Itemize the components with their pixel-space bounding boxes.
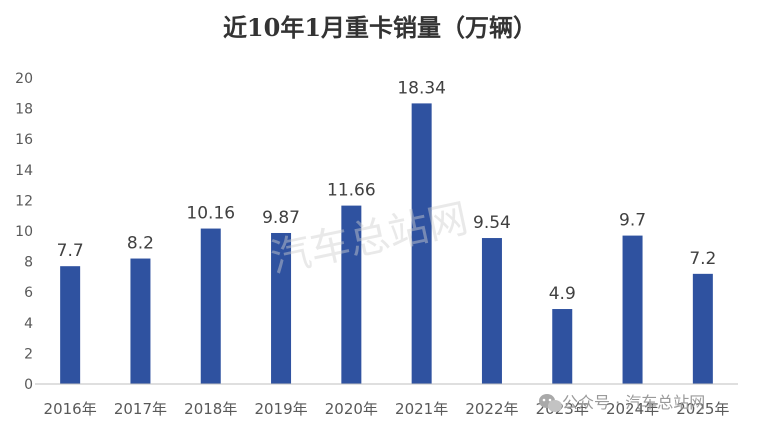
y-tick-label: 10 — [15, 224, 33, 240]
bar — [622, 235, 643, 384]
wechat-account-label: 公众号 · 汽车总站网 — [562, 393, 705, 412]
bar — [130, 258, 151, 384]
data-label: 8.2 — [127, 234, 154, 254]
x-axis-ticks: 2016年 2017年 2018年 2019年 2020年 2021年 2022年 2023年… — [44, 400, 730, 418]
data-label: 4.9 — [549, 284, 576, 304]
data-label: 9.54 — [473, 213, 511, 233]
bars — [60, 103, 713, 384]
y-tick-label: 18 — [15, 102, 33, 118]
y-tick-label: 16 — [15, 132, 33, 148]
y-tick-label: 14 — [15, 163, 33, 179]
x-tick-label: 2020年 — [325, 400, 378, 418]
chart-title: 近10年1月重卡销量（万辆） — [222, 13, 538, 42]
bar — [481, 238, 502, 384]
y-tick-label: 0 — [24, 377, 33, 393]
bar — [341, 205, 362, 384]
x-tick-label: 2016年 — [44, 400, 97, 418]
data-label: 9.7 — [619, 211, 646, 231]
x-tick-label: 2022年 — [465, 400, 518, 418]
bar — [411, 103, 432, 384]
data-label: 11.66 — [327, 181, 376, 201]
y-tick-label: 20 — [15, 71, 33, 87]
data-label: 10.16 — [186, 204, 235, 224]
data-label: 18.34 — [397, 78, 446, 98]
wechat-footer: 公众号 · 汽车总站网 — [539, 393, 705, 412]
bar — [60, 266, 81, 384]
bar — [271, 232, 292, 384]
x-tick-label: 2017年 — [114, 400, 167, 418]
y-tick-label: 8 — [24, 255, 33, 271]
y-tick-label: 2 — [24, 346, 33, 362]
data-label: 9.87 — [262, 208, 300, 228]
wechat-icon — [539, 394, 562, 412]
data-labels: 7.7 8.2 10.16 9.87 11.66 18.34 9.54 4.9 9.7 7.2 — [57, 78, 717, 304]
data-label: 7.7 — [57, 241, 84, 261]
data-label: 7.2 — [689, 249, 716, 269]
bar — [692, 273, 713, 384]
x-tick-label: 2019年 — [254, 400, 307, 418]
y-tick-label: 4 — [24, 316, 33, 332]
y-axis-ticks: 0 2 4 6 8 10 12 14 16 18 20 — [15, 71, 33, 393]
x-tick-label: 2024年 — [606, 400, 659, 418]
bar — [552, 309, 573, 384]
y-tick-label: 6 — [24, 285, 33, 301]
x-tick-label: 2021年 — [395, 400, 448, 418]
y-tick-label: 12 — [15, 193, 33, 209]
bar — [200, 228, 221, 384]
x-tick-label: 2025年 — [676, 400, 729, 418]
x-tick-label: 2018年 — [184, 400, 237, 418]
